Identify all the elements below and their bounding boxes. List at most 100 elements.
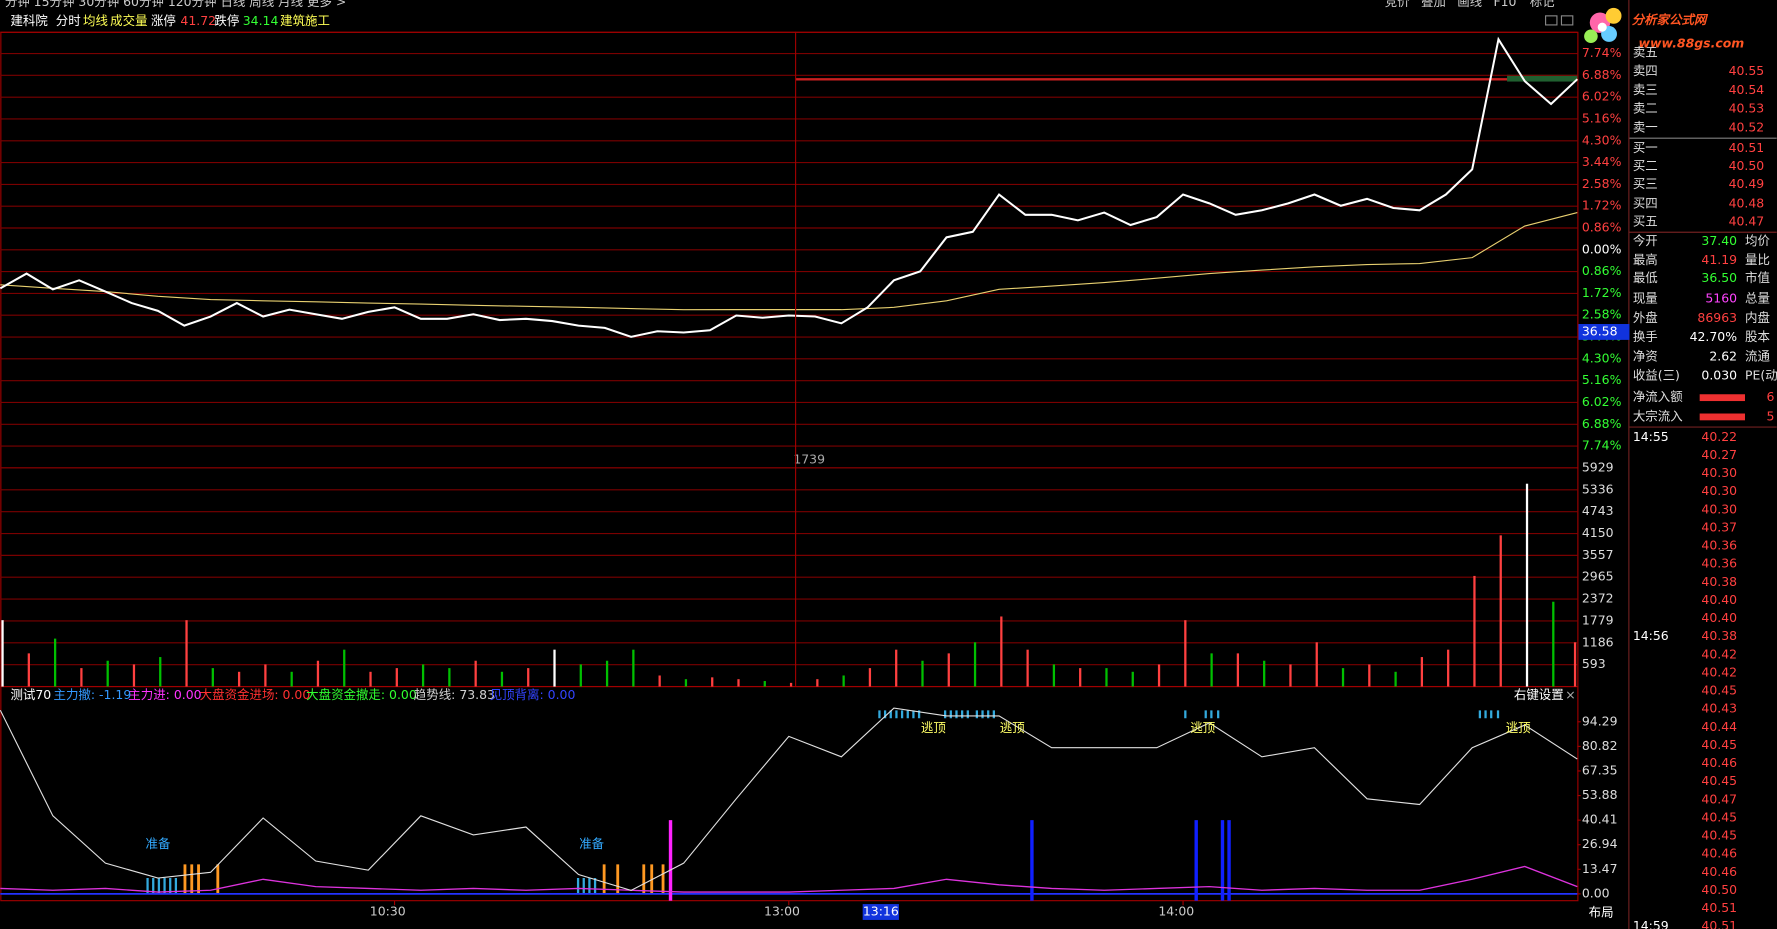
trade-price: 40.51 xyxy=(1701,918,1737,929)
stat-label: 内盘 xyxy=(1745,310,1770,325)
volume-bar xyxy=(369,671,372,687)
y-tick-label: 1779 xyxy=(1582,612,1614,627)
y-tick-label: 1.72% xyxy=(1582,285,1622,300)
stat-value: 0.030 xyxy=(1701,368,1737,383)
indicator-legend: 主力撤: -1.19 xyxy=(54,687,132,702)
book-price: 40.51 xyxy=(1729,140,1765,155)
volume-bar xyxy=(1131,671,1134,687)
stat-label: 换手 xyxy=(1633,329,1658,344)
close-button[interactable]: × xyxy=(1565,687,1575,702)
y-tick-label: 26.94 xyxy=(1582,836,1618,851)
signal-bar xyxy=(1220,820,1225,901)
volume-bar xyxy=(921,660,924,687)
flow-bar xyxy=(1699,394,1745,402)
y-tick-label: 2.58% xyxy=(1582,176,1622,191)
book-price: 40.52 xyxy=(1729,120,1765,135)
stat-label: 现量 xyxy=(1633,291,1658,306)
volume-bar xyxy=(1394,671,1397,687)
volume-bar xyxy=(132,664,136,687)
y-tick-label: 7.74% xyxy=(1582,438,1622,453)
cursor-time: 13:16 xyxy=(863,904,899,919)
book-label: 买三 xyxy=(1633,176,1658,191)
toolbar-button[interactable]: 叠加 xyxy=(1421,0,1446,9)
y-tick-label: 13.47 xyxy=(1582,861,1618,876)
book-label: 买四 xyxy=(1633,195,1658,210)
volume-bar xyxy=(1184,620,1187,687)
volume-bar xyxy=(1552,601,1555,687)
toolbar-button[interactable]: 竞价 xyxy=(1385,0,1410,9)
trend-line xyxy=(0,707,1578,891)
trade-price: 40.30 xyxy=(1701,465,1737,480)
trade-price: 40.27 xyxy=(1701,447,1737,462)
volume-bar xyxy=(448,668,451,687)
stat-label: 净资 xyxy=(1633,348,1658,363)
stat-label: 股本 xyxy=(1745,329,1770,344)
window-icon[interactable] xyxy=(1545,15,1558,26)
book-label: 卖一 xyxy=(1633,120,1658,135)
signal-bar xyxy=(1194,820,1198,901)
volume-bar xyxy=(842,675,845,687)
stat-label: 总量 xyxy=(1745,291,1770,306)
stat-label: 均价 xyxy=(1745,233,1770,248)
toolbar-button[interactable]: F10 xyxy=(1493,0,1516,9)
stat-label: 今开 xyxy=(1633,233,1658,248)
toolbar-button[interactable]: 画线 xyxy=(1457,0,1482,9)
info-item[interactable]: 分时 xyxy=(56,13,81,28)
volume-bar xyxy=(185,620,188,687)
volume-bar xyxy=(1573,642,1577,687)
trade-price: 40.42 xyxy=(1701,664,1737,679)
book-label: 买二 xyxy=(1633,158,1658,173)
volume-bar xyxy=(1236,653,1240,687)
layout-button[interactable]: 布局 xyxy=(1589,905,1614,920)
info-item[interactable]: 均线 xyxy=(83,13,108,28)
volume-bar xyxy=(658,675,661,687)
cursor-volume: 1739 xyxy=(793,451,825,466)
trade-price: 40.45 xyxy=(1701,773,1737,788)
window-icon[interactable] xyxy=(1560,15,1574,26)
x-tick-label: 10:30 xyxy=(370,904,406,919)
trade-price: 40.46 xyxy=(1701,755,1737,770)
signal-label: 逃顶 xyxy=(921,720,946,735)
toolbar-button[interactable]: 标记 xyxy=(1530,0,1555,9)
volume-bar xyxy=(27,653,30,687)
y-tick-label: 2372 xyxy=(1582,591,1614,606)
volume-bar xyxy=(80,668,83,687)
trade-price: 40.45 xyxy=(1701,828,1737,843)
settings-button[interactable]: 右键设置 xyxy=(1514,687,1564,702)
trade-price: 40.45 xyxy=(1701,809,1737,824)
stat-value: 42.70% xyxy=(1690,329,1738,344)
indicator-legend[interactable]: 测试70 xyxy=(10,687,51,702)
volume-bar xyxy=(1210,653,1213,687)
book-price: 40.55 xyxy=(1729,63,1765,78)
volume-bar xyxy=(53,638,57,687)
y-tick-label: 94.29 xyxy=(1582,713,1618,728)
y-tick-label: 80.82 xyxy=(1582,738,1618,753)
volume-bar xyxy=(1473,575,1476,687)
info-item: 41.72 xyxy=(180,13,216,28)
trade-price: 40.51 xyxy=(1701,900,1737,915)
info-item[interactable]: 成交量 xyxy=(110,13,147,28)
volume-bar xyxy=(1026,649,1029,687)
toolbar-periods[interactable]: 分钟 15分钟 30分钟 60分钟 120分钟 日线 周线 月线 更多 > xyxy=(5,0,347,9)
book-price: 40.50 xyxy=(1729,158,1765,173)
volume-bar xyxy=(211,668,214,687)
stat-label: 市值 xyxy=(1745,270,1770,285)
info-item[interactable]: 建科院 xyxy=(10,13,48,28)
cursor-time-box xyxy=(862,904,899,920)
trade-price: 40.43 xyxy=(1701,701,1737,716)
average-line xyxy=(0,211,1578,311)
stat-label: 收益(三) xyxy=(1633,368,1680,383)
book-label: 买五 xyxy=(1633,214,1658,229)
signal-label: 逃顶 xyxy=(1506,720,1531,735)
stat-value: 37.40 xyxy=(1701,233,1737,248)
trade-price: 40.46 xyxy=(1701,864,1737,879)
signal-ticks xyxy=(146,710,1500,894)
volume-bar xyxy=(237,671,241,687)
book-label: 卖三 xyxy=(1633,82,1658,97)
flow-value: 5 xyxy=(1767,408,1775,423)
signal-label: 逃顶 xyxy=(1000,720,1025,735)
y-tick-label: 1186 xyxy=(1582,634,1614,649)
volume-bar xyxy=(395,668,398,687)
y-tick-label: 6.88% xyxy=(1582,67,1622,82)
